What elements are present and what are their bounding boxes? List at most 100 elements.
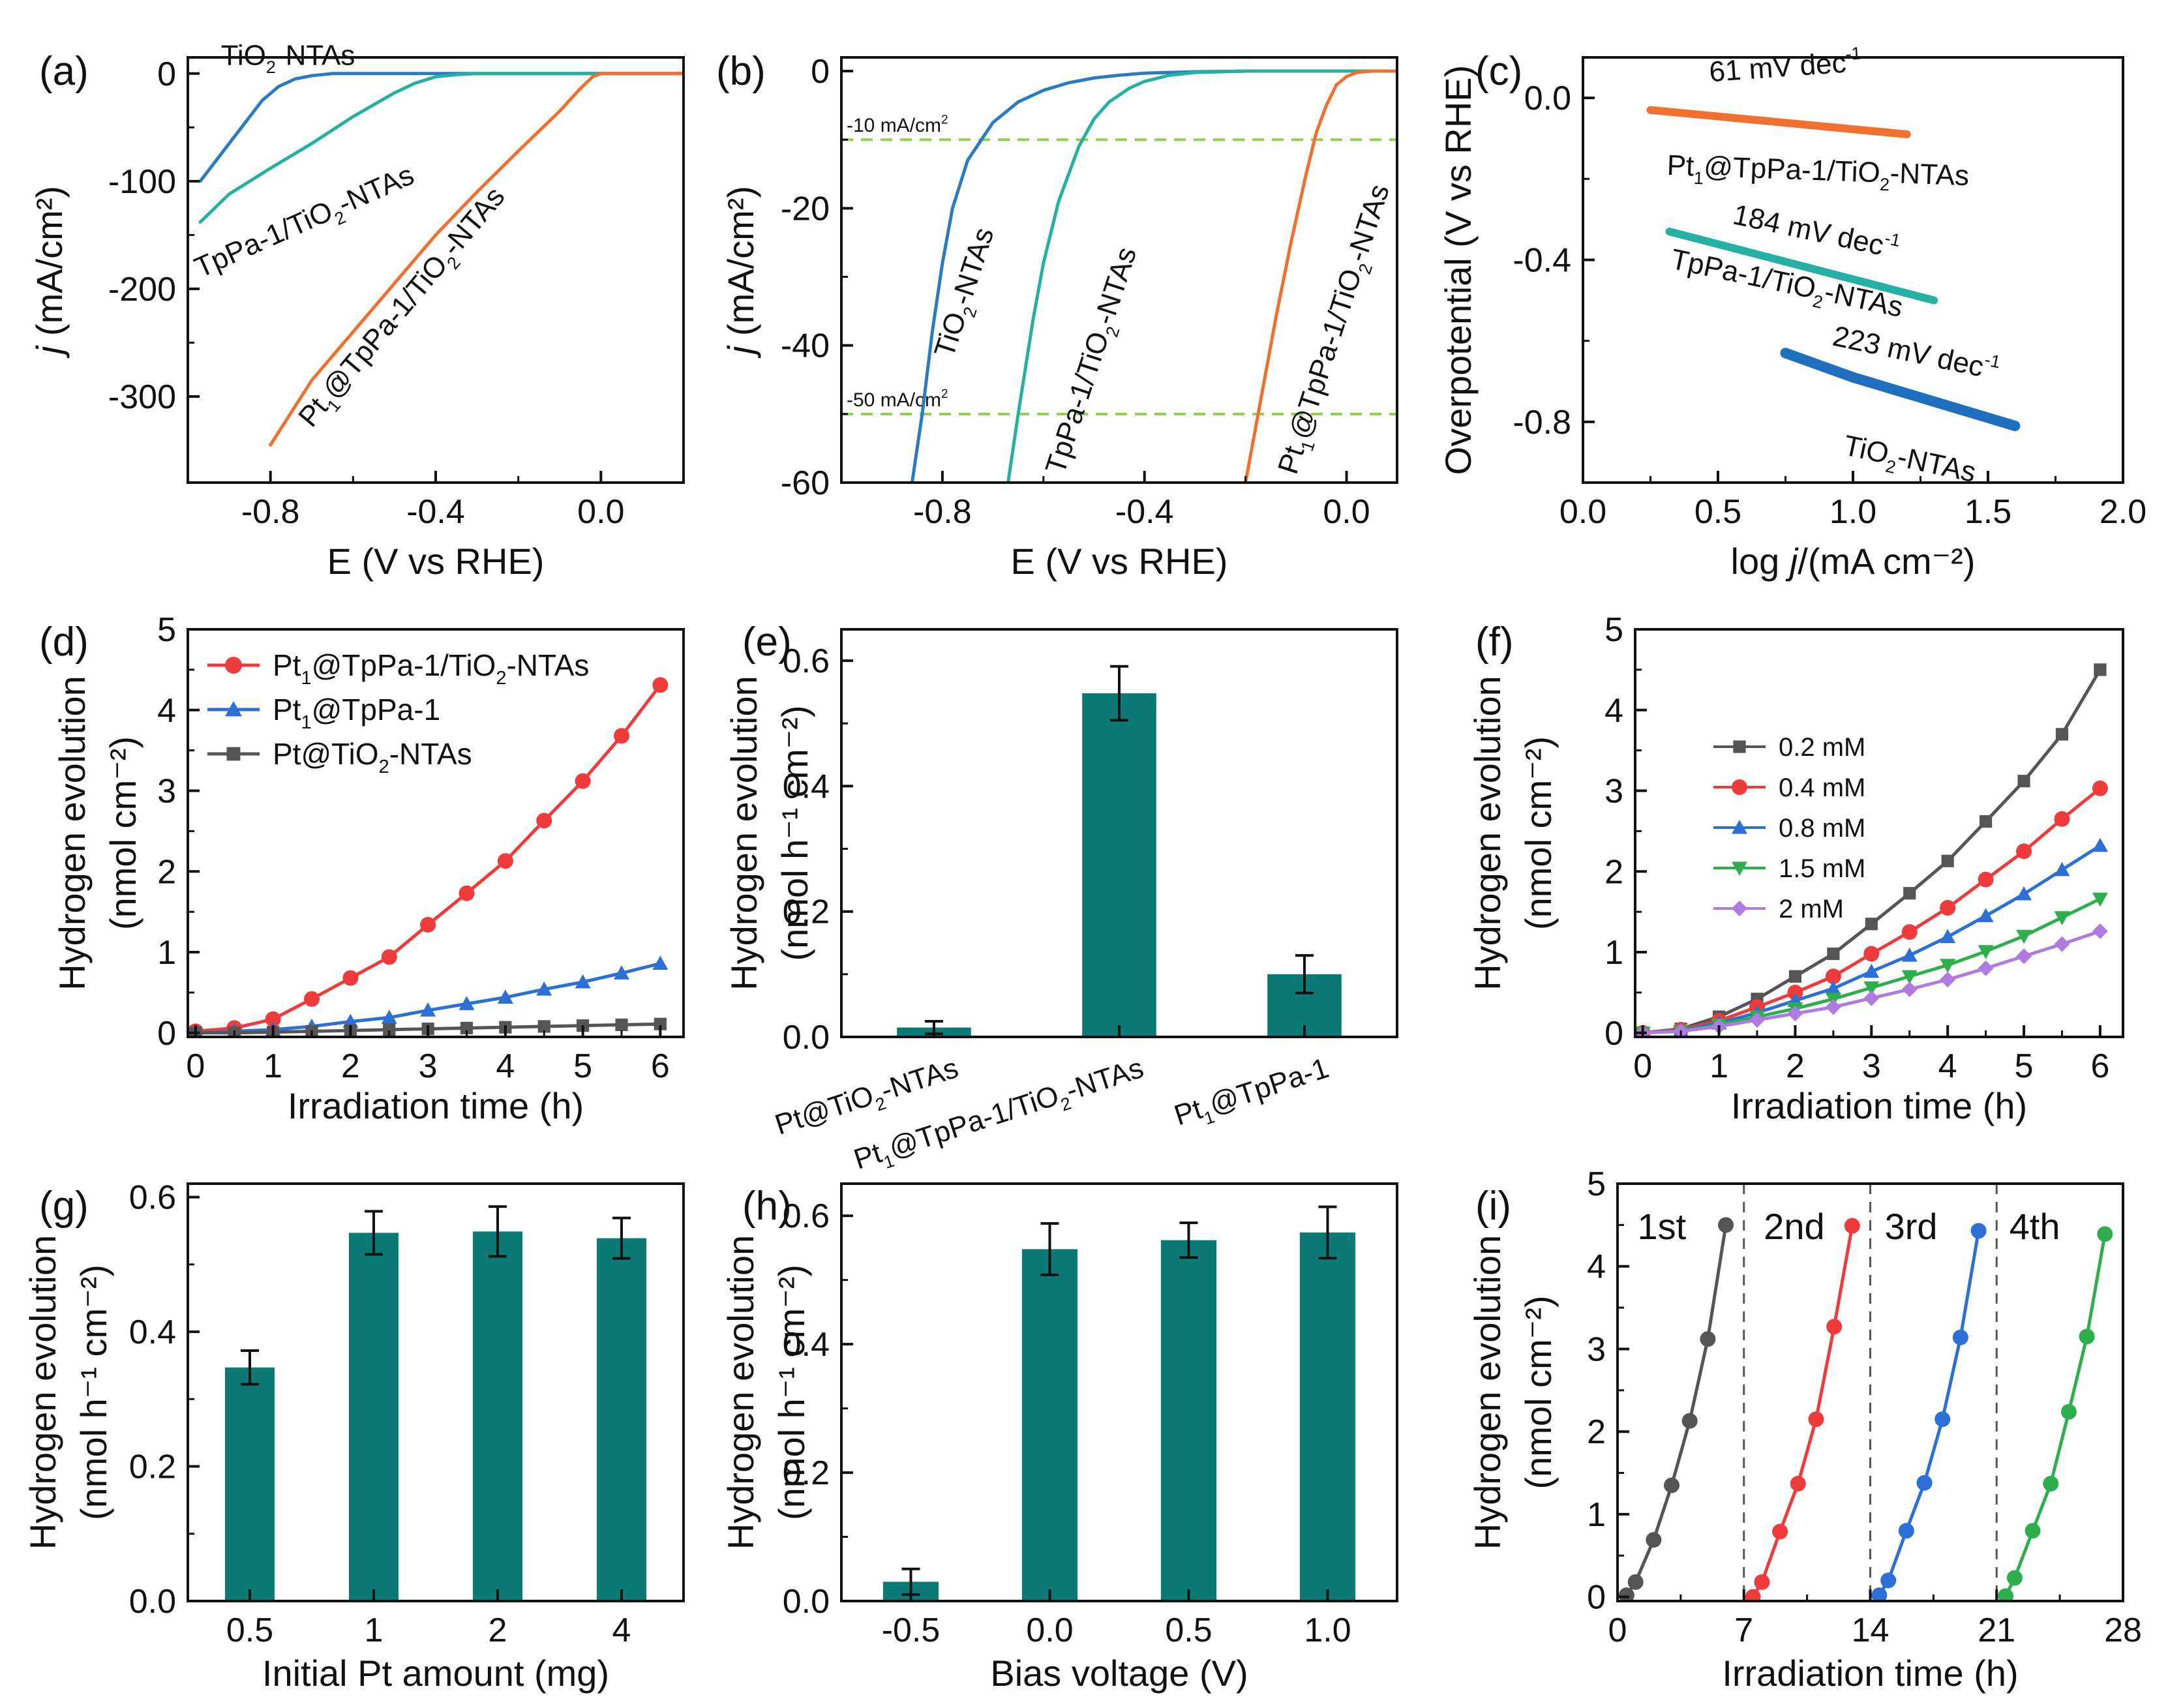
panel-a: -0.8 -0.4 0.0 0 -100 -200 -300 TiO2​-NTAs TpPa-1…: [29, 40, 685, 582]
y-tick-label: -20: [781, 190, 830, 228]
y-tick-label: 0.0: [783, 1019, 830, 1056]
marker-square: [2094, 663, 2107, 676]
marker-circle: [1880, 1572, 1897, 1589]
y-tick-label: 5: [157, 611, 176, 649]
marker-circle: [1745, 1589, 1761, 1601]
marker-circle: [1998, 1588, 2014, 1601]
x-tick-label: Pt1​@TpPa-1: [1170, 1052, 1334, 1137]
marker-diamond: [1749, 1012, 1765, 1028]
marker-triangle: [1732, 820, 1747, 834]
marker-circle: [304, 991, 320, 1007]
x-tick-label: 0.5: [226, 1611, 273, 1649]
curve-annotation: Pt1​@TpPa-1/TiO2​-NTAs: [1272, 181, 1401, 479]
marker-circle: [1700, 1331, 1716, 1347]
x-tick-label: 1: [1709, 1047, 1728, 1085]
marker-circle: [1871, 1587, 1888, 1601]
marker-circle: [1664, 1477, 1680, 1493]
x-tick-label: 1.0: [1304, 1611, 1351, 1649]
panel-i: 0 7 14 21 28 0 1 2 3 4 5 1st 2nd 3rd 4th (i) Hydrogen ev…: [1467, 1165, 2142, 1694]
x-axis-label-f: Irradiation time (h): [1731, 1085, 2027, 1126]
y-tick-label: -40: [781, 327, 830, 365]
cycle-label: 2nd: [1764, 1206, 1824, 1247]
marker-circle: [1898, 1523, 1914, 1539]
y-tick-label: 1: [1604, 934, 1623, 972]
bar: [349, 1233, 399, 1601]
x-tick-label: 6: [651, 1047, 670, 1085]
marker-circle: [2025, 1523, 2041, 1539]
panel-label-i: (i): [1475, 1184, 1511, 1229]
y-axis-label2-i: (nmol cm⁻²): [1518, 1295, 1559, 1489]
series-line: [1751, 1224, 1854, 1599]
plot-frame-h: [840, 1182, 1398, 1602]
series-line: [1244, 69, 1397, 483]
marker-circle: [1681, 1413, 1698, 1429]
panel-b: -10 mA/cm2​ -50 mA/cm2​ -0.8 -0.4 0.0 0 -20 -40…: [716, 49, 1401, 582]
x-tick-label: -0.8: [241, 493, 300, 531]
y-tick-label: 3: [1604, 773, 1623, 811]
bar: [1082, 693, 1156, 1037]
marker-triangle: [2092, 837, 2108, 852]
x-axis-label-c: log j/(mA cm⁻²): [1731, 541, 1976, 582]
marker-diamond: [1825, 999, 1841, 1015]
marker-triangle: [575, 974, 591, 989]
marker-circle: [381, 949, 397, 965]
bar: [1299, 1232, 1356, 1601]
x-tick-label: 5: [2015, 1047, 2034, 1085]
marker-circle: [614, 728, 629, 744]
x-tick-label: -0.4: [406, 493, 465, 531]
plot-frame-e: [840, 628, 1398, 1038]
legend-label: 0.8 mM: [1779, 814, 1865, 843]
marker-triangle-down: [1978, 945, 1994, 959]
curve-annotation: TpPa-1/TiO2​-NTAs: [190, 158, 421, 289]
marker-circle: [497, 853, 513, 869]
y-tick-label: 5: [1587, 1165, 1606, 1203]
marker-circle: [420, 916, 436, 933]
x-tick-label: 2: [341, 1047, 360, 1085]
marker-circle: [2006, 1570, 2023, 1586]
y-axis-label2-g: (nmol h⁻¹ cm⁻²): [73, 1265, 114, 1520]
marker-triangle: [1940, 929, 1956, 944]
marker-circle: [459, 885, 475, 901]
plot-frame-b: [840, 56, 1398, 484]
marker-triangle: [459, 996, 475, 1010]
y-tick-label: -0.8: [1513, 404, 1571, 442]
marker-diamond: [2016, 948, 2032, 965]
marker-triangle: [652, 955, 669, 970]
panel-label-b: (b): [716, 49, 766, 94]
marker-circle: [2079, 1328, 2095, 1345]
x-tick-label: 6: [2090, 1047, 2109, 1085]
y-axis-label2-f: (nmol cm⁻²): [1518, 736, 1559, 930]
y-tick-label: 0: [811, 53, 830, 91]
marker-diamond: [1901, 981, 1918, 997]
curve-annotation: Pt1​@TpPa-1/TiO2​-NTAs: [1666, 149, 1970, 197]
marker-circle: [1808, 1411, 1824, 1428]
marker-triangle: [536, 981, 552, 996]
series-1: [1745, 1218, 1860, 1601]
x-tick-label: 2: [489, 1611, 507, 1649]
x-tick-label: 0.5: [1694, 493, 1741, 531]
bar: [1160, 1240, 1217, 1601]
series-line: [1877, 1229, 1981, 1597]
marker-circle: [1627, 1574, 1644, 1590]
panel-label-e: (e): [742, 620, 792, 665]
y-tick-label: 0.4: [783, 768, 830, 805]
y-axis-label-i: Hydrogen evolution: [1467, 1235, 1508, 1550]
y-axis-label-c: Overpotential (V vs RHE): [1438, 65, 1479, 475]
marker-square: [226, 747, 241, 761]
marker-triangle: [1863, 963, 1880, 978]
x-tick-label: 2.0: [2100, 493, 2146, 531]
panel-label-h: (h): [742, 1184, 792, 1229]
marker-circle: [2092, 780, 2108, 796]
reference-line-label: -50 mA/cm2​: [847, 387, 948, 411]
series-line: [910, 69, 1397, 483]
legend-label: 0.2 mM: [1779, 733, 1865, 762]
cycle-label: 1st: [1637, 1206, 1686, 1247]
bar: [597, 1238, 646, 1601]
y-tick-label: 0.0: [129, 1583, 176, 1621]
panel-label-d: (d): [39, 620, 89, 665]
marker-diamond: [1732, 901, 1747, 916]
y-axis-label2-d: (nmol cm⁻²): [102, 736, 143, 930]
marker-diamond: [2054, 936, 2070, 952]
marker-square: [615, 1018, 628, 1032]
y-tick-label: 0.2: [783, 1454, 830, 1492]
